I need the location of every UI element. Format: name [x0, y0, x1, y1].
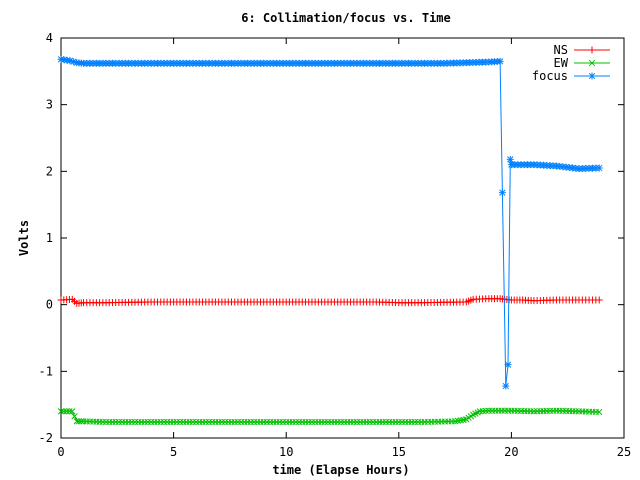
- series-focus: [57, 55, 603, 390]
- plot-border: [60, 37, 625, 439]
- data-point-ew: [63, 408, 70, 415]
- x-tick-label: 0: [57, 445, 64, 459]
- data-point-focus: [498, 189, 506, 197]
- x-tick-label: 15: [392, 445, 406, 459]
- legend-label: EW: [554, 56, 569, 70]
- data-point-focus: [504, 361, 512, 369]
- y-tick-label: 1: [46, 231, 53, 245]
- data-point-focus: [595, 164, 603, 172]
- y-axis-label: Volts: [17, 220, 31, 256]
- x-axis-ticks: 0 5 10 15 20 25: [57, 38, 631, 459]
- data-point-ew: [60, 408, 67, 415]
- data-point-ew: [78, 418, 85, 425]
- data-point-ew: [71, 413, 78, 420]
- legend-label: NS: [554, 43, 568, 57]
- series-line-focus: [60, 58, 600, 387]
- x-tick-label: 25: [617, 445, 631, 459]
- plot-frame: [60, 37, 625, 439]
- y-tick-label: 3: [46, 98, 53, 112]
- data-point-ew: [75, 418, 83, 425]
- y-tick-label: 2: [46, 164, 53, 178]
- legend-marker: [588, 46, 596, 54]
- legend-item-ew: EW: [554, 56, 610, 70]
- series-line-ew: [61, 410, 600, 423]
- data-point-focus: [506, 155, 514, 163]
- y-tick-label: -2: [39, 431, 53, 445]
- series-ns: [57, 295, 603, 307]
- series-layer: [57, 55, 603, 426]
- x-tick-label: 10: [279, 445, 293, 459]
- legend-item-focus: focus: [532, 69, 610, 83]
- data-point-focus: [502, 382, 510, 390]
- legend-marker: [588, 72, 596, 80]
- data-point-focus: [496, 57, 504, 65]
- x-tick-label: 5: [170, 445, 177, 459]
- data-point-ew: [66, 408, 73, 415]
- data-point-ew: [69, 408, 76, 415]
- data-point-ew: [73, 418, 80, 425]
- y-tick-label: 4: [46, 31, 53, 45]
- data-point-ew: [596, 408, 603, 416]
- data-point-ns: [595, 296, 603, 304]
- legend-item-ns: NS: [554, 43, 610, 57]
- y-tick-label: 0: [46, 298, 53, 312]
- series-ew: [57, 407, 603, 426]
- data-point-ew: [57, 408, 65, 415]
- x-axis-label: time (Elapse Hours): [272, 463, 409, 477]
- data-point-focus: [69, 58, 77, 66]
- legend-label: focus: [532, 69, 568, 83]
- y-tick-label: -1: [39, 364, 53, 378]
- chart-title: 6: Collimation/focus vs. Time: [241, 11, 451, 25]
- y-axis-ticks: -2 -1 0 1 2 3 4: [39, 31, 624, 445]
- x-tick-label: 20: [504, 445, 518, 459]
- legend-marker: [588, 59, 596, 67]
